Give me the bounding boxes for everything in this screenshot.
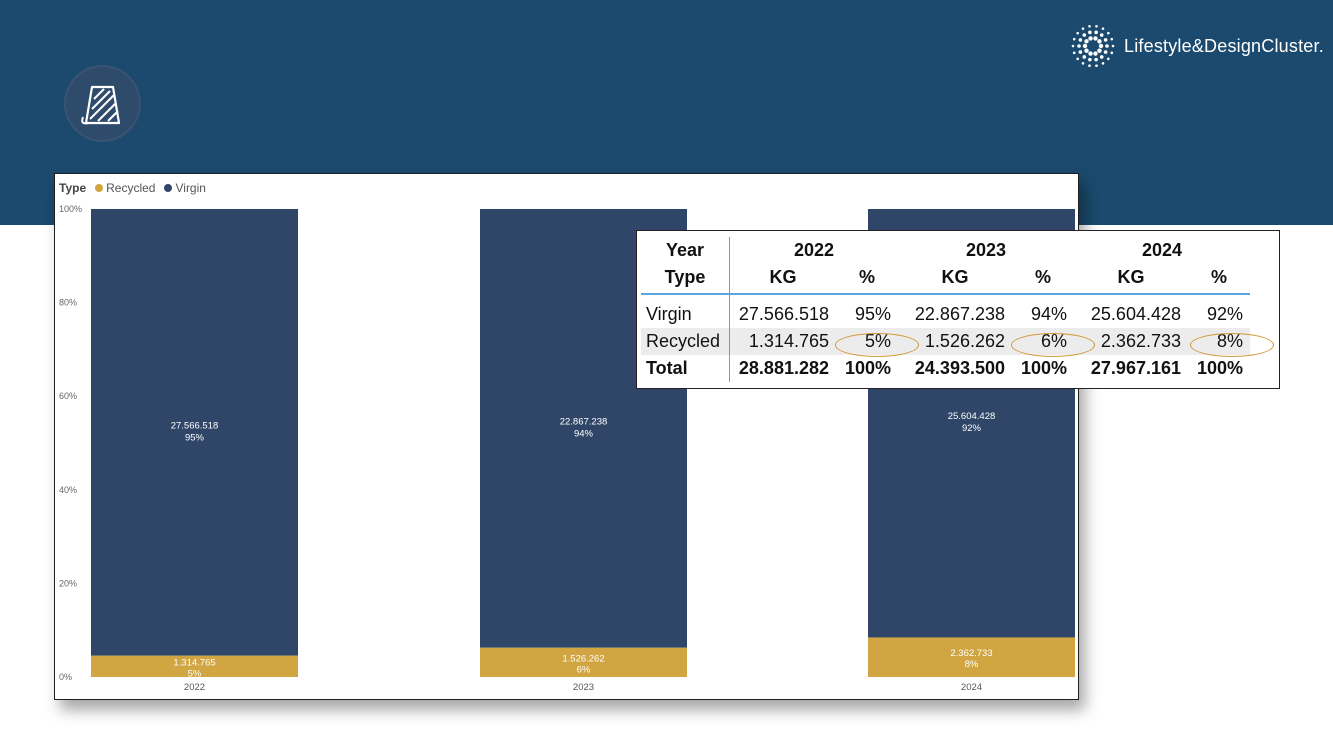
legend-label-virgin: Virgin [175, 181, 206, 195]
table-row-total: Total 28.881.282 100% 24.393.500 100% 27… [641, 355, 1250, 382]
x-tick-label: 2024 [961, 682, 982, 693]
header-kg-2023: KG [898, 264, 1012, 295]
header-year-2023: 2023 [965, 240, 1007, 260]
bar-recycled-2022 [91, 655, 298, 677]
legend-swatch-virgin [164, 184, 173, 192]
table-cell: 1.314.765 [729, 328, 836, 355]
data-label-recycled-value: 1.526.262 [562, 653, 604, 664]
table-cell: 24.393.500 [914, 358, 1005, 378]
y-tick-label: 80% [59, 298, 77, 308]
x-tick-label: 2023 [573, 682, 594, 693]
table-cell: 2.362.733 [1074, 328, 1188, 355]
data-label-virgin-percent: 92% [962, 423, 982, 434]
table-cell: 5% [836, 328, 898, 355]
table-row-recycled: Recycled 1.314.765 5% 1.526.262 6% 2.362… [641, 328, 1250, 355]
data-label-virgin-value: 25.604.428 [948, 411, 996, 422]
data-label-virgin-percent: 95% [185, 432, 205, 443]
data-label-virgin-percent: 94% [574, 428, 594, 439]
table-cell: 92% [1206, 304, 1243, 324]
header-year-label: Year [641, 237, 730, 264]
chart-legend: Type Recycled Virgin [59, 181, 209, 195]
row-label: Recycled [641, 328, 730, 355]
data-label-recycled-percent: 5% [188, 668, 202, 679]
table-cell: 1.526.262 [898, 328, 1012, 355]
data-label-recycled-value: 2.362.733 [950, 648, 992, 659]
header-pct-2022: % [836, 264, 898, 295]
y-tick-label: 20% [59, 578, 77, 588]
chart-plot-area: 0%20%40%60%80%100%27.566.51895%1.314.765… [59, 204, 1075, 693]
summary-table-card: Year 2022 2023 2024 Type KG % KG % KG % … [636, 230, 1280, 389]
y-tick-label: 40% [59, 485, 77, 495]
header-year-2024: 2024 [1141, 240, 1183, 260]
y-tick-label: 100% [59, 204, 82, 214]
legend-title: Type [59, 181, 87, 195]
table-cell: 94% [1030, 304, 1067, 324]
data-label-virgin-value: 27.566.518 [171, 420, 219, 431]
header-pct-2023: % [1012, 264, 1074, 295]
table-cell: 8% [1188, 328, 1250, 355]
header-kg-2024: KG [1074, 264, 1188, 295]
table-cell: 95% [854, 304, 891, 324]
table-cell: 27.566.518 [738, 304, 829, 324]
table-cell: 22.867.238 [914, 304, 1005, 324]
header-kg-2022: KG [729, 264, 836, 295]
table-cell: 100% [844, 358, 891, 378]
table-row-virgin: Virgin 27.566.518 95% 22.867.238 94% 25.… [641, 301, 1250, 328]
bar-recycled-2023 [480, 647, 687, 677]
y-tick-label: 0% [59, 672, 72, 682]
bar-recycled-2024 [868, 637, 1075, 677]
row-label: Total [641, 355, 730, 382]
header-pct-2024: % [1188, 264, 1250, 295]
x-tick-label: 2022 [184, 682, 205, 693]
table-cell: 28.881.282 [738, 358, 829, 378]
data-label-recycled-percent: 6% [577, 664, 591, 675]
data-label-recycled-percent: 8% [965, 659, 979, 670]
stacked-bar-chart: Type Recycled Virgin 0% 20% 40% 60% 80% 100% 2… [54, 173, 1079, 700]
table-cell: 100% [1020, 358, 1067, 378]
table-cell: 6% [1012, 328, 1074, 355]
brand-logo-text: Lifestyle&DesignCluster. [1124, 35, 1324, 56]
table-cell: 25.604.428 [1090, 304, 1181, 324]
row-label: Virgin [641, 301, 730, 328]
summary-table: Year 2022 2023 2024 Type KG % KG % KG % … [641, 237, 1250, 382]
y-tick-label: 60% [59, 391, 77, 401]
legend-swatch-recycled [95, 184, 104, 192]
legend-label-recycled: Recycled [106, 181, 156, 195]
header-type-label: Type [641, 264, 730, 295]
dotted-sun-icon [1071, 25, 1115, 67]
legend-item-virgin[interactable]: Virgin [162, 181, 206, 195]
header-year-2022: 2022 [793, 240, 835, 260]
data-label-recycled-value: 1.314.765 [173, 657, 215, 668]
legend-item-recycled[interactable]: Recycled [93, 181, 155, 195]
table-cell: 100% [1196, 358, 1243, 378]
table-cell: 27.967.161 [1090, 358, 1181, 378]
bar-virgin-2022 [91, 209, 298, 656]
yarn-spool-icon [64, 65, 141, 142]
data-label-virgin-value: 22.867.238 [560, 416, 608, 427]
brand-logo: Lifestyle&DesignCluster. [1066, 20, 1324, 72]
